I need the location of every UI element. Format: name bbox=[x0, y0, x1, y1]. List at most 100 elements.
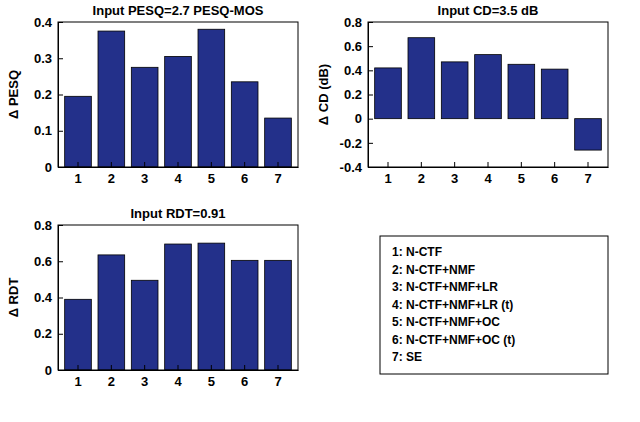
tick: 0.4 bbox=[34, 15, 63, 30]
tick-label: -0.2 bbox=[340, 135, 362, 150]
tick-label: 0.2 bbox=[344, 87, 362, 102]
tick: 7 bbox=[274, 365, 281, 389]
axis-line bbox=[59, 167, 299, 168]
tick-mark bbox=[178, 162, 179, 167]
tick-mark bbox=[111, 365, 112, 370]
panel: -0.4-0.200.20.40.60.81234567Input CD=3.5… bbox=[316, 3, 609, 186]
tick-mark bbox=[58, 298, 63, 299]
tick-label: 3 bbox=[141, 171, 148, 186]
tick: 3 bbox=[141, 162, 148, 186]
tick-mark bbox=[488, 162, 489, 167]
bar bbox=[131, 280, 158, 370]
tick-mark bbox=[388, 162, 389, 167]
tick-mark bbox=[211, 365, 212, 370]
tick-label: 6 bbox=[241, 374, 248, 389]
tick-mark bbox=[111, 162, 112, 167]
tick-label: 0.2 bbox=[34, 87, 52, 102]
legend-entry: 7: SE bbox=[392, 350, 422, 364]
tick-mark bbox=[368, 22, 373, 23]
tick: 6 bbox=[241, 162, 248, 186]
tick-label: 0.8 bbox=[34, 218, 52, 233]
bar bbox=[165, 244, 192, 370]
tick: 3 bbox=[451, 162, 458, 186]
tick: 0.3 bbox=[34, 51, 63, 66]
plot-frame bbox=[58, 22, 298, 167]
tick-mark bbox=[144, 365, 145, 370]
tick-mark bbox=[244, 365, 245, 370]
legend-entry: 3: N-CTF+NMF+LR bbox=[392, 280, 498, 294]
tick-mark bbox=[58, 22, 63, 23]
tick: 1 bbox=[384, 162, 391, 186]
tick: 0.6 bbox=[34, 254, 63, 269]
tick-label: 0.1 bbox=[34, 123, 52, 138]
tick-label: 0 bbox=[355, 111, 362, 126]
bar bbox=[265, 260, 292, 370]
tick: 6 bbox=[551, 162, 558, 186]
bar bbox=[65, 299, 92, 370]
chart-title: Input CD=3.5 dB bbox=[438, 3, 539, 18]
panel: 00.20.40.60.81234567Input RDT=0.91Δ RDT bbox=[6, 206, 299, 389]
tick-mark bbox=[78, 365, 79, 370]
tick: -0.4 bbox=[340, 160, 373, 175]
tick-label: 1 bbox=[74, 374, 81, 389]
tick-mark bbox=[58, 225, 63, 226]
tick-label: 0.4 bbox=[34, 15, 53, 30]
bars bbox=[375, 38, 602, 150]
tick-mark bbox=[211, 162, 212, 167]
bar bbox=[508, 64, 535, 118]
figure: 00.10.20.30.41234567Input PESQ=2.7 PESQ-… bbox=[0, 0, 640, 422]
bars bbox=[65, 29, 292, 167]
tick: 2 bbox=[418, 162, 425, 186]
bar bbox=[475, 55, 502, 119]
tick-mark bbox=[368, 119, 373, 120]
tick-mark bbox=[178, 365, 179, 370]
bar bbox=[575, 119, 602, 150]
tick-label: 0.6 bbox=[344, 39, 362, 54]
bar bbox=[265, 118, 292, 167]
tick-label: 0.2 bbox=[34, 326, 52, 341]
y-axis: 00.10.20.30.4 bbox=[34, 15, 63, 175]
tick-mark bbox=[58, 334, 63, 335]
tick-mark bbox=[58, 58, 63, 59]
axis-line bbox=[369, 167, 609, 168]
tick-label: 6 bbox=[551, 171, 558, 186]
tick: 1 bbox=[74, 365, 81, 389]
legend-entry: 4: N-CTF+NMF+LR (t) bbox=[392, 298, 513, 312]
tick-label: 0.6 bbox=[34, 254, 52, 269]
tick-label: 0.4 bbox=[344, 63, 363, 78]
tick-label: 2 bbox=[418, 171, 425, 186]
tick-mark bbox=[58, 261, 63, 262]
plot-frame bbox=[58, 225, 298, 370]
chart-title: Input RDT=0.91 bbox=[131, 206, 226, 221]
tick-mark bbox=[454, 162, 455, 167]
bar bbox=[198, 29, 225, 167]
tick-label: 4 bbox=[484, 171, 492, 186]
tick-label: 2 bbox=[108, 171, 115, 186]
y-axis-title: Δ CD (dB) bbox=[316, 64, 331, 125]
tick: 1 bbox=[74, 162, 81, 186]
tick: 0.8 bbox=[344, 15, 373, 30]
tick-mark bbox=[521, 162, 522, 167]
y-axis: 00.20.40.60.8 bbox=[34, 218, 63, 378]
tick-mark bbox=[588, 162, 589, 167]
tick: 0.6 bbox=[344, 39, 373, 54]
plot-frame bbox=[368, 22, 608, 167]
tick: 5 bbox=[208, 162, 215, 186]
y-axis-title: Δ RDT bbox=[6, 278, 21, 318]
tick-mark bbox=[554, 162, 555, 167]
tick-label: 3 bbox=[451, 171, 458, 186]
y-axis-title: Δ PESQ bbox=[6, 70, 21, 119]
bar bbox=[165, 56, 192, 167]
bar bbox=[65, 96, 92, 167]
legend-entry: 2: N-CTF+NMF bbox=[392, 263, 475, 277]
legend-box: 1: N-CTF2: N-CTF+NMF3: N-CTF+NMF+LR4: N-… bbox=[380, 236, 608, 374]
tick-label: 6 bbox=[241, 171, 248, 186]
tick-label: 4 bbox=[174, 374, 182, 389]
tick-label: 7 bbox=[274, 374, 281, 389]
tick-label: 0 bbox=[45, 363, 52, 378]
tick-label: 2 bbox=[108, 374, 115, 389]
tick-label: 7 bbox=[584, 171, 591, 186]
tick-label: 0.8 bbox=[344, 15, 362, 30]
x-axis: 1234567 bbox=[59, 365, 299, 389]
bar bbox=[231, 82, 258, 167]
